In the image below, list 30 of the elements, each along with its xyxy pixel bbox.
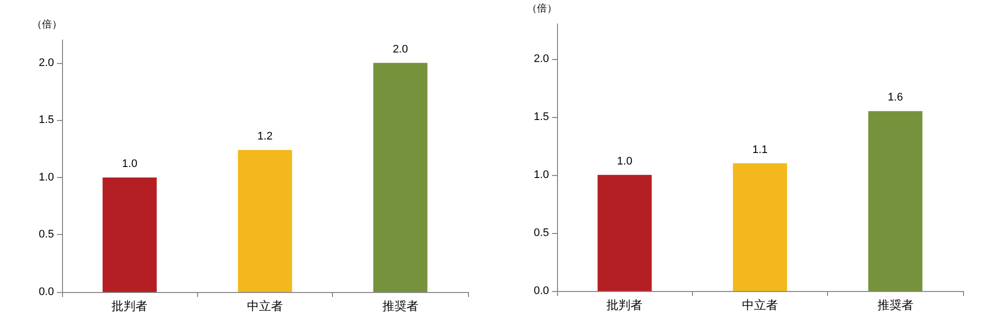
y-tick-label: 0.5 [534, 226, 549, 239]
bar [373, 62, 428, 292]
bar [732, 163, 788, 291]
x-tick-label: 中立者 [247, 299, 283, 313]
x-tick-label: 中立者 [742, 298, 778, 312]
y-tick-label: 0.5 [38, 228, 54, 241]
data-label: 1.0 [122, 158, 138, 170]
x-tick-label: 批判者 [112, 299, 148, 313]
y-tick-label: 1.0 [534, 168, 549, 181]
bar [102, 177, 157, 292]
y-tick-label: 0.0 [38, 286, 54, 298]
x-tick-label: 推奨者 [877, 298, 914, 312]
x-tick-label: 推奨者 [382, 299, 418, 313]
x-tick-label: 批判者 [606, 298, 643, 312]
y-tick-label: 1.5 [38, 114, 54, 126]
y-tick-label: 1.0 [38, 171, 54, 184]
y-axis-title: （倍） [32, 18, 62, 30]
data-label: 1.1 [752, 144, 768, 156]
data-label: 2.0 [392, 43, 408, 56]
bar [598, 174, 652, 291]
bar [238, 150, 292, 292]
y-tick-label: 0.0 [534, 285, 549, 297]
data-label: 1.6 [888, 92, 903, 104]
y-tick-label: 1.5 [534, 110, 549, 123]
y-axis-title: （倍） [527, 2, 557, 14]
bar [868, 111, 922, 291]
data-label: 1.0 [617, 155, 632, 168]
y-tick-label: 2.0 [38, 56, 54, 69]
data-label: 1.2 [257, 130, 273, 142]
y-tick-label: 2.0 [534, 52, 549, 65]
